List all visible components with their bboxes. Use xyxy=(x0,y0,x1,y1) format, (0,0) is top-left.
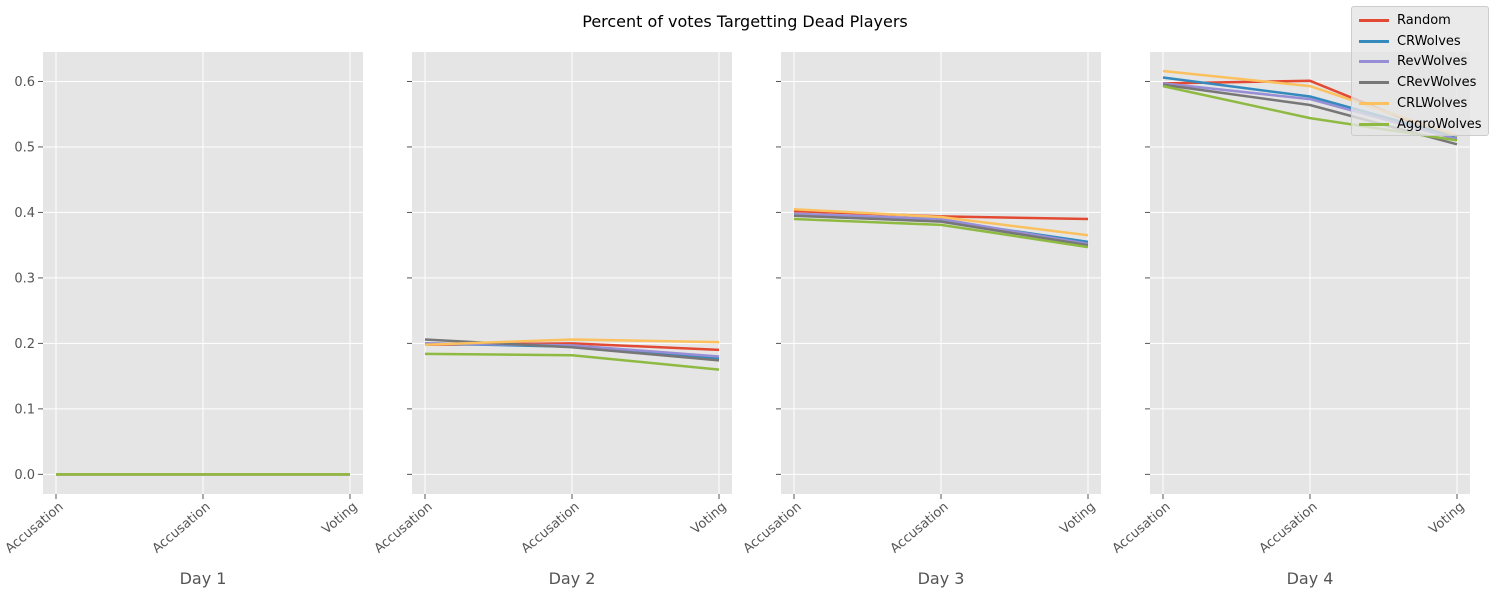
series-line-aggrowolves-day-3 xyxy=(793,217,1089,249)
x-tick-label: Voting xyxy=(1057,500,1098,538)
legend-label: CRWolves xyxy=(1397,33,1461,49)
legend-swatch xyxy=(1359,60,1389,64)
x-tick-label: Accusation xyxy=(888,500,952,557)
legend-label: CRLWolves xyxy=(1397,96,1468,112)
legend-swatch xyxy=(1359,18,1389,22)
chart-title: Percent of votes Targetting Dead Players xyxy=(582,12,908,31)
legend-label: AggroWolves xyxy=(1397,116,1482,132)
legend-item-crevwolves: CRevWolves xyxy=(1359,72,1488,93)
x-tick-label: Accusation xyxy=(150,500,214,557)
legend-label: CRevWolves xyxy=(1397,75,1477,91)
series-line-aggrowolves-day-2 xyxy=(424,352,720,371)
legend-swatch xyxy=(1359,39,1389,43)
x-axis-label: Day 3 xyxy=(918,569,965,588)
x-tick-label: Accusation xyxy=(1110,500,1174,557)
x-tick-label: Accusation xyxy=(3,500,67,557)
series-line-revwolves-day-3 xyxy=(793,212,1089,246)
y-tick-label: 0.5 xyxy=(14,140,35,155)
x-tick-label: Accusation xyxy=(519,500,583,557)
series-line-crlwolves-day-3 xyxy=(793,207,1089,237)
x-axis-label: Day 1 xyxy=(180,569,227,588)
y-tick-label: 0.2 xyxy=(14,337,35,352)
legend-label: RevWolves xyxy=(1397,54,1468,70)
x-tick-label: Voting xyxy=(688,500,729,538)
x-axis-label: Day 4 xyxy=(1287,569,1334,588)
x-tick-label: Accusation xyxy=(741,500,805,557)
legend-item-crwolves: CRWolves xyxy=(1359,31,1488,52)
x-tick-label: Voting xyxy=(319,500,360,538)
legend-swatch xyxy=(1359,122,1389,126)
y-tick-label: 0.6 xyxy=(14,75,35,90)
y-tick-label: 0.4 xyxy=(14,206,35,221)
x-tick-label: Accusation xyxy=(1257,500,1321,557)
y-tick-label: 0.1 xyxy=(14,402,35,417)
legend-item-crlwolves: CRLWolves xyxy=(1359,93,1488,114)
legend-swatch xyxy=(1359,81,1389,85)
legend: Random CRWolves RevWolves CRevWolves CRLWolv… xyxy=(1351,6,1489,136)
legend-item-aggrowolves: AggroWolves xyxy=(1359,114,1488,135)
series-line-crlwolves-day-2 xyxy=(424,338,720,346)
x-axis-label: Day 2 xyxy=(549,569,596,588)
legend-label: Random xyxy=(1397,12,1451,28)
x-tick-label: Voting xyxy=(1426,500,1467,538)
series-line-crevwolves-day-3 xyxy=(793,214,1089,247)
legend-item-random: Random xyxy=(1359,10,1488,31)
legend-item-revwolves: RevWolves xyxy=(1359,52,1488,73)
y-tick-label: 0.0 xyxy=(14,468,35,483)
x-tick-label: Accusation xyxy=(372,500,436,557)
legend-swatch xyxy=(1359,102,1389,106)
y-tick-label: 0.3 xyxy=(14,271,35,286)
